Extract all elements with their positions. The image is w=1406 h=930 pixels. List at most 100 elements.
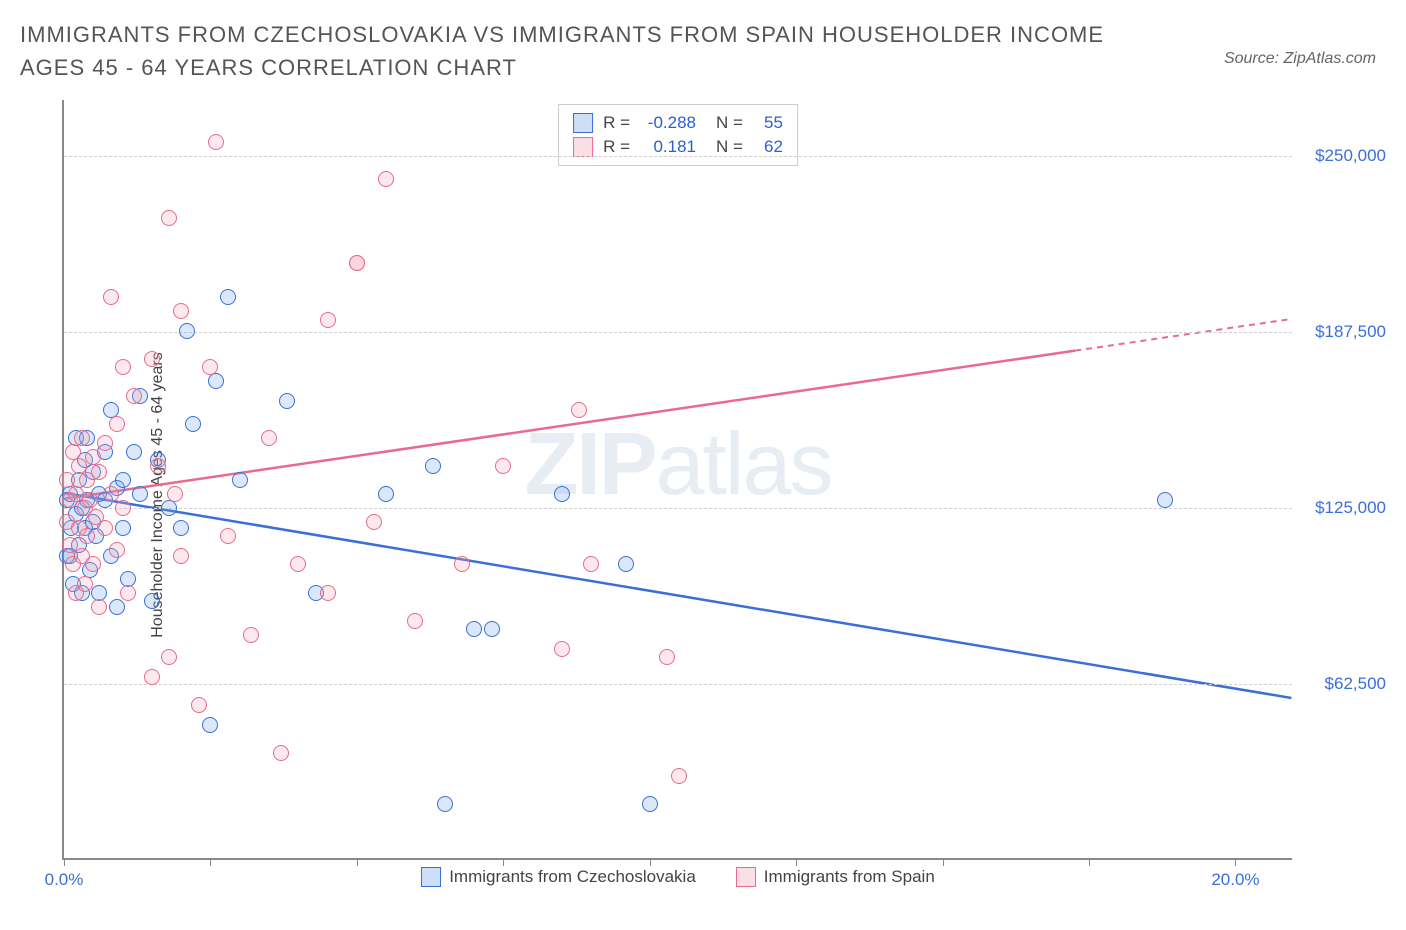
data-point [115,500,131,516]
data-point [132,486,148,502]
data-point [167,486,183,502]
y-tick-label: $125,000 [1315,498,1386,518]
data-point [437,796,453,812]
x-tick [796,858,797,866]
legend-r-label: R = [603,135,630,159]
data-point [91,599,107,615]
x-tick [503,858,504,866]
gridline-h [64,508,1292,509]
series-legend: Immigrants from Czechoslovakia Immigrants… [64,867,1292,892]
data-point [103,486,119,502]
data-point [378,171,394,187]
legend-r-label: R = [603,111,630,135]
x-tick [1235,858,1236,866]
x-tick-label: 0.0% [45,870,84,890]
data-point [82,492,98,508]
data-point [671,768,687,784]
data-point [74,430,90,446]
legend-swatch [736,867,756,887]
plot-area: ZIPatlas R = -0.288 N = 55 R = 0.181 N = 62… [62,100,1292,860]
data-point [618,556,634,572]
data-point [407,613,423,629]
data-point [191,697,207,713]
y-tick-label: $187,500 [1315,322,1386,342]
gridline-h [64,684,1292,685]
data-point [79,528,95,544]
y-tick-label: $250,000 [1315,146,1386,166]
data-point [115,472,131,488]
data-point [484,621,500,637]
data-point [144,593,160,609]
data-point [232,472,248,488]
data-point [85,556,101,572]
data-point [273,745,289,761]
data-point [642,796,658,812]
data-point [144,351,160,367]
x-tick [357,858,358,866]
data-point [202,717,218,733]
x-tick [64,858,65,866]
data-point [583,556,599,572]
data-point [115,359,131,375]
legend-r-value: 0.181 [640,135,696,159]
data-point [161,210,177,226]
data-point [208,373,224,389]
data-point [659,649,675,665]
data-point [77,576,93,592]
x-tick [943,858,944,866]
data-point [290,556,306,572]
data-point [454,556,470,572]
source-attribution: Source: ZipAtlas.com [1224,50,1376,68]
y-tick-label: $62,500 [1325,674,1386,694]
data-point [185,416,201,432]
watermark: ZIPatlas [525,413,832,515]
data-point [173,548,189,564]
data-point [97,435,113,451]
data-point [554,641,570,657]
gridline-h [64,156,1292,157]
data-point [425,458,441,474]
data-point [161,500,177,516]
data-point [495,458,511,474]
data-point [366,514,382,530]
trend-lines-svg [64,100,1292,858]
data-point [571,402,587,418]
x-tick [210,858,211,866]
data-point [1157,492,1173,508]
legend-n-value: 62 [753,135,783,159]
legend-n-label: N = [716,135,743,159]
data-point [220,528,236,544]
data-point [320,585,336,601]
data-point [103,289,119,305]
data-point [161,649,177,665]
data-point [466,621,482,637]
data-point [243,627,259,643]
x-tick-label: 20.0% [1211,870,1259,890]
legend-n-label: N = [716,111,743,135]
data-point [208,134,224,150]
chart-container: Householder Income Ages 45 - 64 years ZI… [20,100,1386,890]
data-point [279,393,295,409]
data-point [109,542,125,558]
gridline-h [64,332,1292,333]
legend-item: Immigrants from Spain [736,867,935,887]
x-tick [1089,858,1090,866]
stats-legend-row: R = 0.181 N = 62 [573,135,783,159]
data-point [173,303,189,319]
legend-r-value: -0.288 [640,111,696,135]
data-point [109,599,125,615]
data-point [554,486,570,502]
chart-title: IMMIGRANTS FROM CZECHOSLOVAKIA VS IMMIGR… [20,18,1170,84]
data-point [179,323,195,339]
data-point [97,520,113,536]
data-point [320,312,336,328]
data-point [202,359,218,375]
data-point [349,255,365,271]
legend-series-name: Immigrants from Spain [764,867,935,887]
data-point [220,289,236,305]
legend-n-value: 55 [753,111,783,135]
data-point [120,585,136,601]
data-point [150,458,166,474]
legend-item: Immigrants from Czechoslovakia [421,867,696,887]
data-point [115,520,131,536]
